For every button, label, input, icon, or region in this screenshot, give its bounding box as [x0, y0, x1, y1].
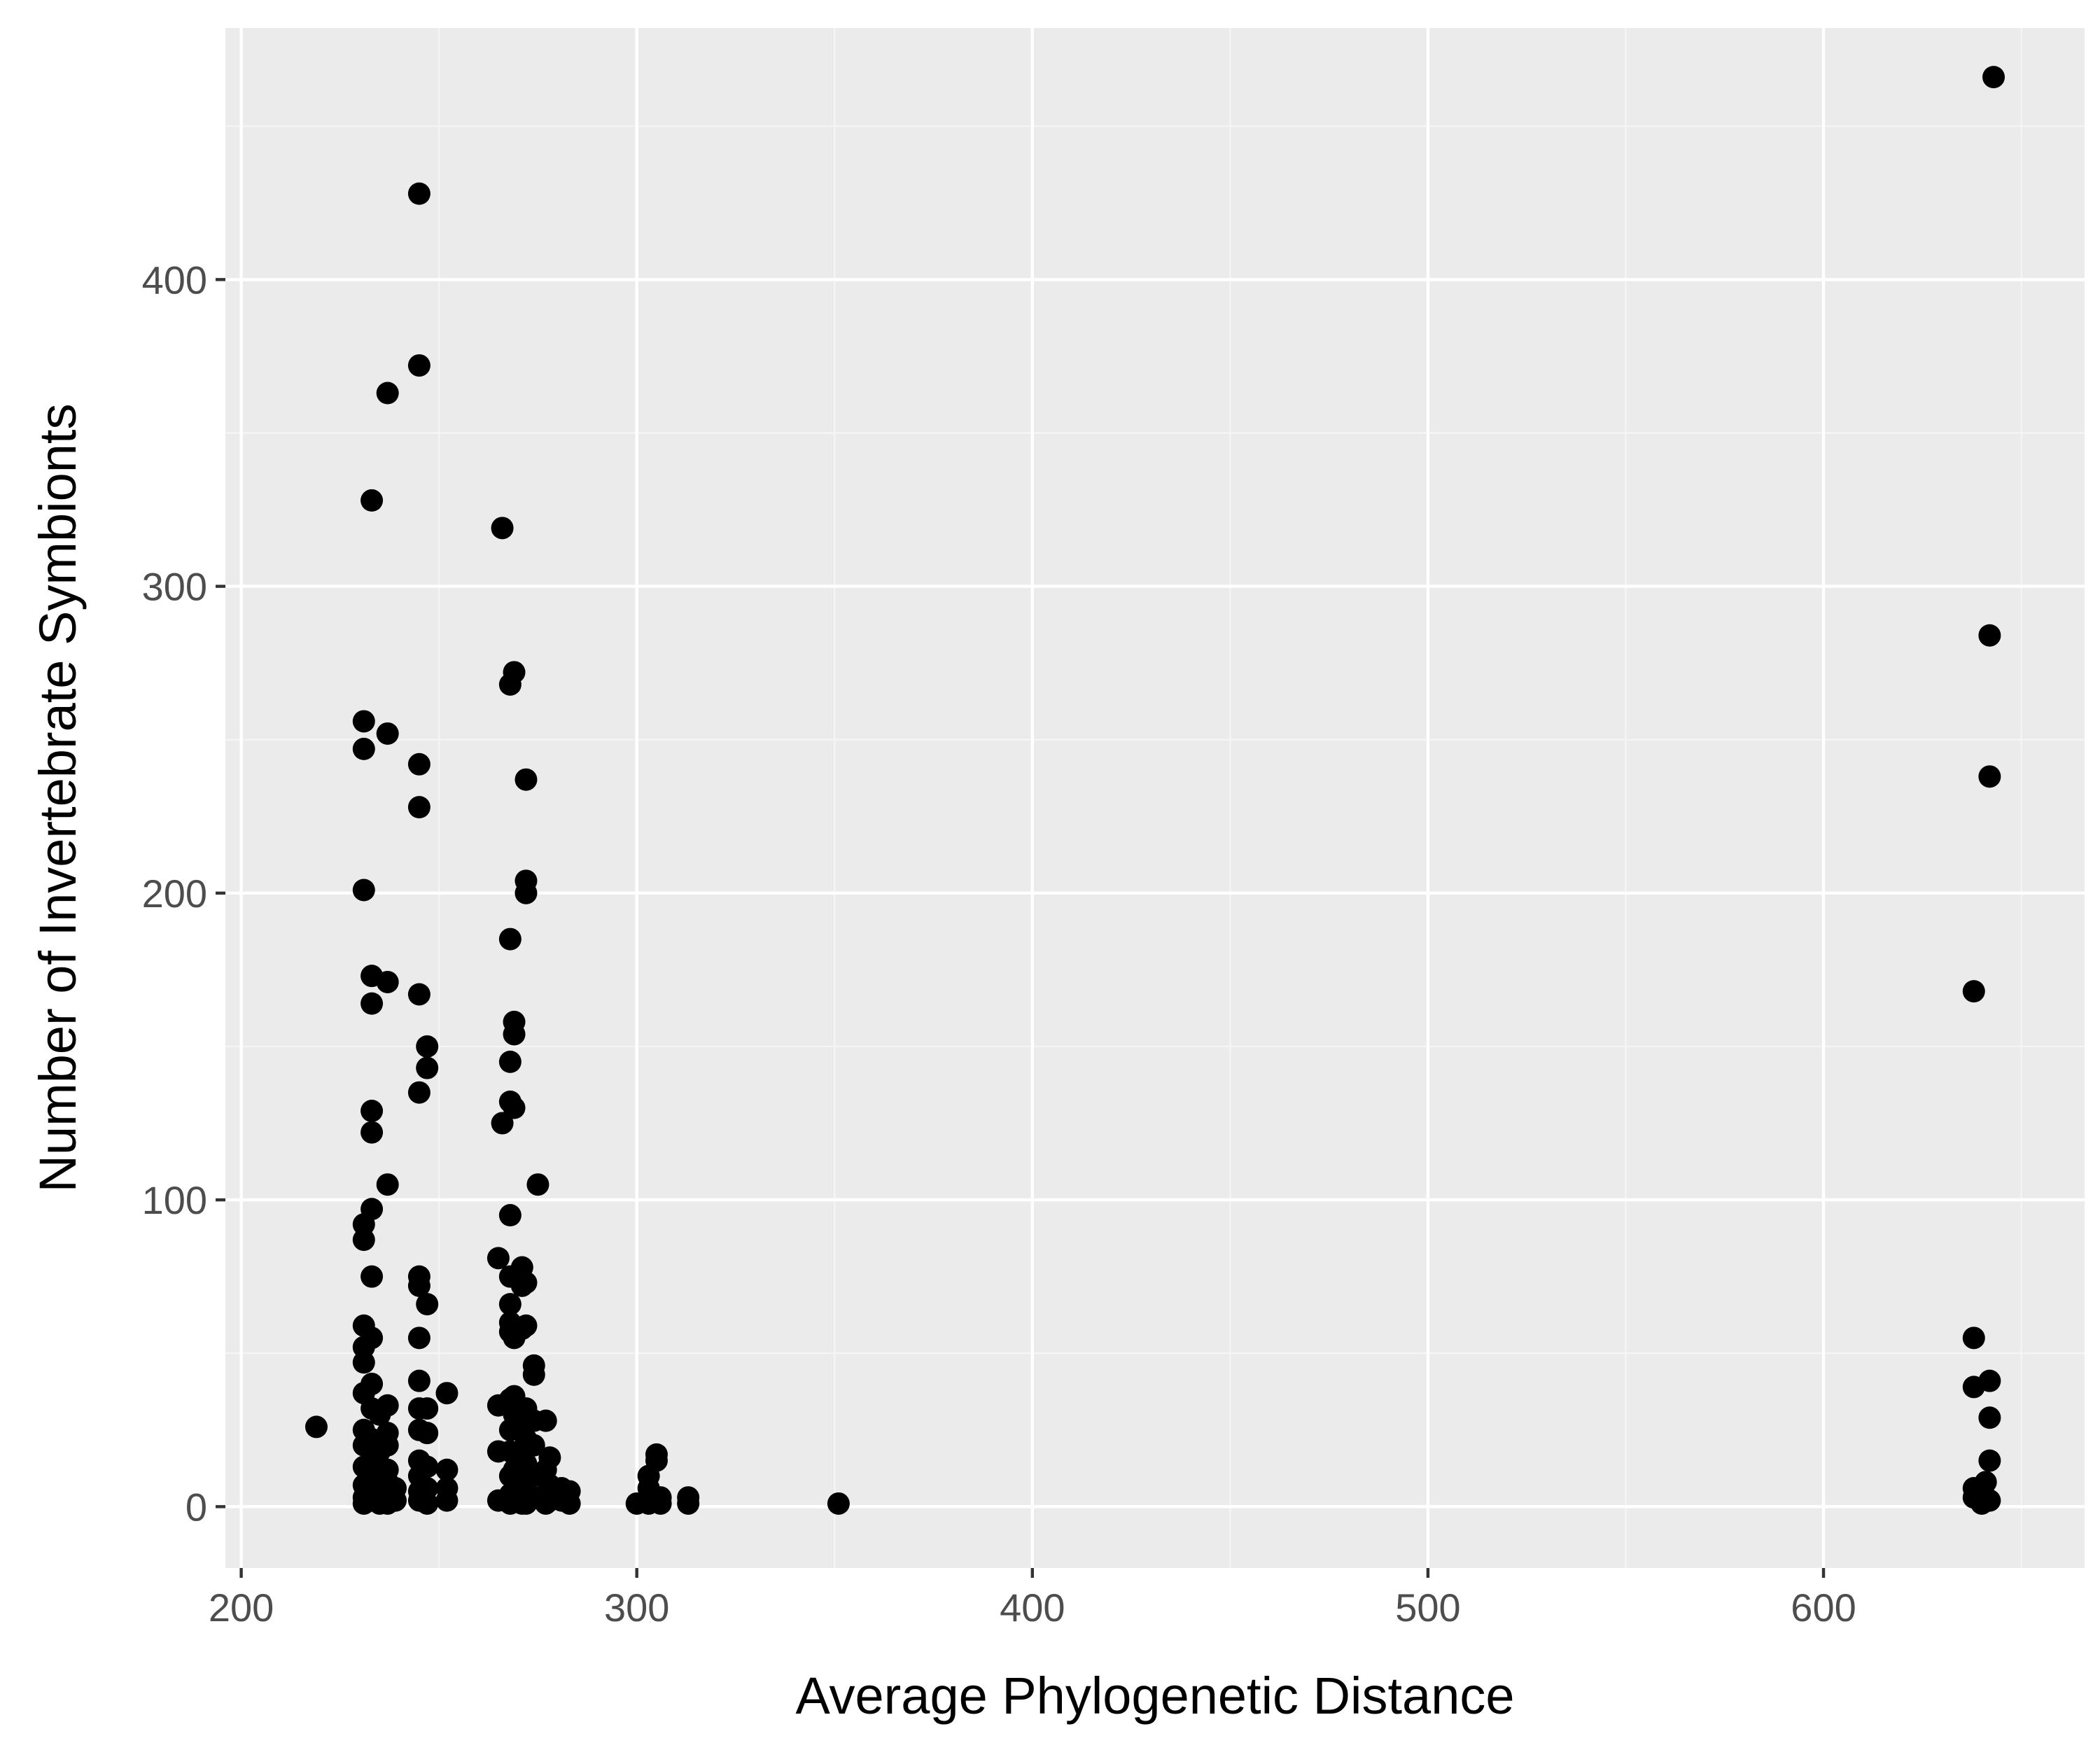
data-point: [376, 382, 399, 405]
data-point: [360, 1121, 384, 1144]
data-point: [407, 796, 430, 819]
data-point: [514, 881, 538, 904]
data-point: [1962, 1326, 1985, 1350]
x-axis-title: Average Phylogenetic Distance: [795, 1667, 1514, 1725]
data-point: [360, 1373, 384, 1396]
data-point: [407, 182, 430, 205]
data-point: [514, 768, 538, 791]
data-point: [503, 1096, 526, 1119]
data-point: [407, 983, 430, 1006]
data-point: [360, 489, 384, 512]
data-point: [435, 1382, 458, 1405]
data-point: [384, 1489, 407, 1512]
y-tick-label: 300: [142, 565, 207, 609]
data-point: [503, 1023, 526, 1046]
data-point: [498, 1204, 522, 1227]
data-point: [514, 1271, 538, 1294]
data-point: [407, 1081, 430, 1104]
data-point: [416, 1455, 439, 1478]
data-point: [416, 1492, 439, 1515]
data-point: [491, 517, 514, 540]
data-point: [416, 1035, 439, 1058]
data-point: [1978, 1449, 2001, 1472]
data-point: [407, 354, 430, 377]
data-point: [1962, 980, 1985, 1003]
data-point: [304, 1415, 328, 1438]
data-point: [435, 1489, 458, 1512]
y-axis-tick-labels: 0 100 200 300 400: [142, 258, 207, 1529]
data-point: [677, 1492, 700, 1515]
data-point: [416, 1477, 439, 1500]
x-tick-label: 600: [1791, 1586, 1856, 1630]
y-tick-label: 200: [142, 872, 207, 916]
data-point: [376, 722, 399, 745]
minor-gridlines: [225, 28, 2085, 1568]
data-point: [486, 1247, 510, 1270]
data-point: [416, 1397, 439, 1420]
data-point: [407, 1274, 430, 1297]
data-point: [649, 1492, 672, 1515]
x-axis-tick-labels: 200 300 400 500 600: [209, 1586, 1856, 1630]
y-tick-label: 400: [142, 258, 207, 302]
data-point: [498, 927, 522, 951]
data-point: [360, 1100, 384, 1123]
data-point: [352, 710, 375, 733]
data-point: [526, 1173, 550, 1196]
data-point: [534, 1409, 557, 1432]
x-tick-label: 300: [604, 1586, 669, 1630]
data-point: [352, 737, 375, 760]
data-point: [1978, 765, 2001, 788]
data-point: [376, 1434, 399, 1457]
y-axis-title: Number of Invertebrate Symbionts: [29, 404, 87, 1193]
data-point: [352, 1351, 375, 1374]
data-point: [498, 1050, 522, 1073]
data-point: [503, 661, 526, 684]
data-point: [645, 1449, 668, 1472]
data-point: [1978, 1369, 2001, 1392]
data-point: [416, 1422, 439, 1445]
data-point: [376, 970, 399, 993]
data-points: [304, 66, 2005, 1515]
data-point: [1974, 1471, 1997, 1494]
data-point: [1982, 66, 2005, 89]
x-tick-label: 500: [1395, 1586, 1460, 1630]
data-point: [376, 1394, 399, 1417]
data-point: [407, 752, 430, 776]
data-point: [352, 878, 375, 902]
data-point: [522, 1434, 545, 1457]
data-point: [538, 1446, 561, 1469]
data-point: [827, 1492, 850, 1515]
data-point: [1978, 624, 2001, 647]
y-tick-label: 100: [142, 1178, 207, 1222]
x-tick-label: 200: [209, 1586, 274, 1630]
y-tick-label: 0: [186, 1485, 207, 1529]
data-point: [514, 1314, 538, 1337]
data-point: [1978, 1406, 2001, 1429]
data-point: [352, 1228, 375, 1252]
data-point: [407, 1369, 430, 1392]
plot-panel: [225, 28, 2085, 1568]
data-point: [491, 1112, 514, 1135]
data-point: [435, 1458, 458, 1481]
data-point: [498, 1293, 522, 1316]
data-point: [407, 1326, 430, 1350]
data-point: [360, 1326, 384, 1350]
data-point: [376, 1173, 399, 1196]
data-point: [360, 1265, 384, 1288]
data-point: [522, 1363, 545, 1386]
data-point: [360, 992, 384, 1015]
data-point: [360, 1198, 384, 1221]
x-tick-label: 400: [1000, 1586, 1065, 1630]
axis-ticks: [216, 278, 1826, 1578]
data-point: [416, 1293, 439, 1316]
data-point: [1978, 1489, 2001, 1512]
data-point: [416, 1056, 439, 1079]
data-point: [558, 1492, 581, 1515]
